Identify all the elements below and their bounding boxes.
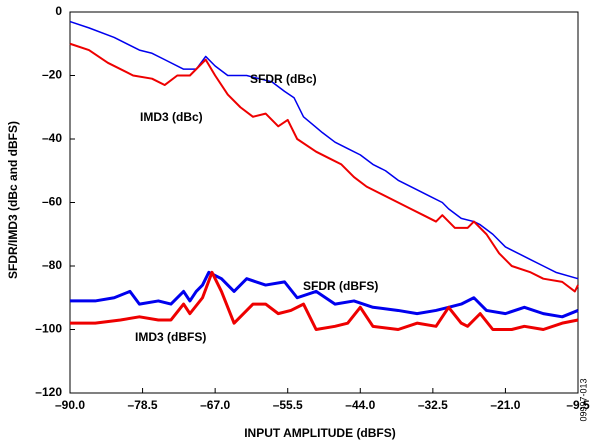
series-label: IMD3 (dBc) <box>140 110 203 124</box>
y-tick-label: 0 <box>55 4 62 18</box>
x-tick-label: –44.0 <box>345 398 375 412</box>
x-axis-label: INPUT AMPLITUDE (dBFS) <box>244 426 396 440</box>
x-tick-label: –90.0 <box>55 398 85 412</box>
y-tick-label: –100 <box>35 322 62 336</box>
series-label: IMD3 (dBFS) <box>135 330 206 344</box>
y-axis-label: SFDR/IMD3 (dBc and dBFS) <box>6 121 20 279</box>
y-tick-label: –120 <box>35 385 62 399</box>
series-line <box>69 20 579 280</box>
y-tick-label: –60 <box>42 195 62 209</box>
series-label: SFDR (dBc) <box>250 72 317 86</box>
series-label: SFDR (dBFS) <box>303 279 378 293</box>
y-tick-label: –20 <box>42 68 62 82</box>
x-tick-label: –21.0 <box>490 398 520 412</box>
series-line <box>70 270 579 331</box>
series-line <box>69 42 579 293</box>
x-tick-label: –9.5 <box>566 398 590 412</box>
series-line <box>70 270 579 319</box>
y-tick-label: –40 <box>42 131 62 145</box>
x-tick-label: –78.5 <box>128 398 158 412</box>
x-tick-label: –67.0 <box>200 398 230 412</box>
x-tick-label: –55.5 <box>273 398 303 412</box>
plot-frame <box>69 11 579 394</box>
x-tick-label: –32.5 <box>418 398 448 412</box>
figure-id: 09997-013 <box>578 378 588 421</box>
y-tick-label: –80 <box>42 258 62 272</box>
